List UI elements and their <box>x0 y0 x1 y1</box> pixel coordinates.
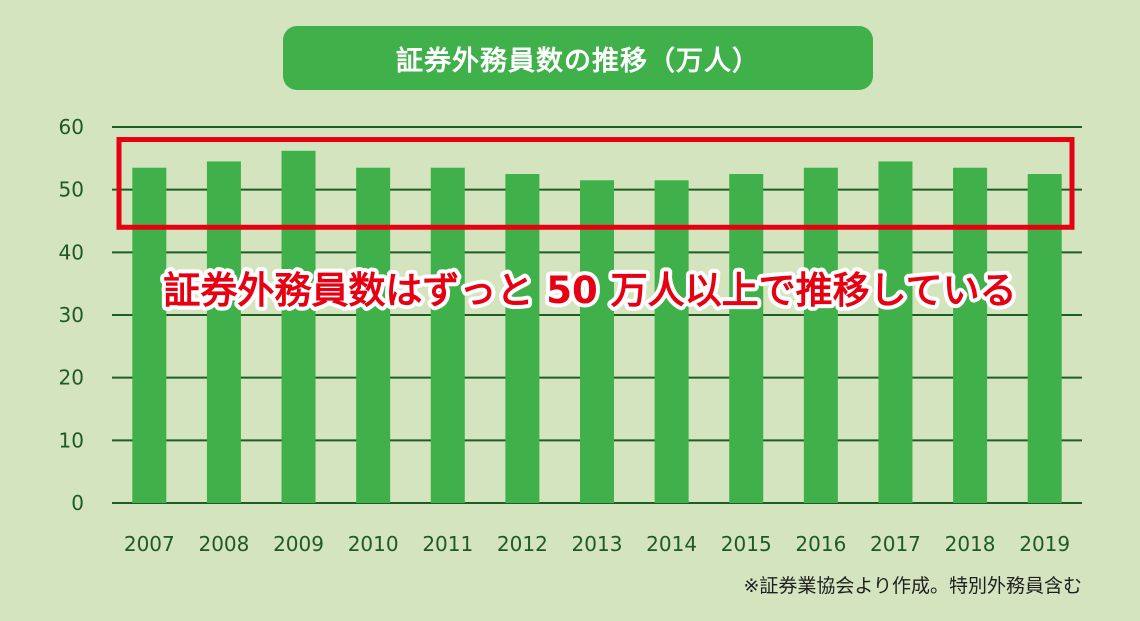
bar <box>580 180 614 503</box>
x-tick-label: 2018 <box>945 532 996 556</box>
bar <box>206 161 241 503</box>
y-tick-label: 10 <box>59 428 84 452</box>
chart-title: 証券外務員数の推移（万人） <box>283 26 873 90</box>
y-tick-label: 60 <box>59 115 84 139</box>
y-tick-label: 50 <box>59 178 84 202</box>
x-tick-label: 2007 <box>124 532 175 556</box>
bar <box>281 150 316 503</box>
x-axis-ticks: 2007 2008 2009 2010 2011 2012 2013 2014 2015 2016… <box>124 532 1070 556</box>
x-tick-label: 2015 <box>721 532 772 556</box>
y-tick-label: 20 <box>59 366 84 390</box>
annotation-layer: 証券外務員数はずっと 50 万人以上で推移している <box>116 137 1075 316</box>
annotation-text: 証券外務員数はずっと 50 万人以上で推移している <box>163 269 1016 312</box>
x-tick-label: 2019 <box>1019 532 1070 556</box>
bar <box>729 174 764 503</box>
x-tick-label: 2010 <box>348 532 399 556</box>
y-tick-label: 0 <box>71 491 84 515</box>
highlight-box <box>116 137 1075 230</box>
source-note: ※証券業協会より作成。特別外務員含む <box>743 575 1082 597</box>
bar <box>356 167 391 503</box>
x-tick-label: 2013 <box>572 532 623 556</box>
x-tick-label: 2014 <box>646 532 697 556</box>
x-tick-label: 2008 <box>198 532 249 556</box>
bars <box>132 150 1062 503</box>
bar <box>878 161 913 503</box>
bar <box>654 180 689 503</box>
bar <box>1027 174 1062 503</box>
y-tick-label: 40 <box>59 240 84 264</box>
x-tick-label: 2017 <box>870 532 921 556</box>
y-tick-label: 30 <box>59 303 84 327</box>
x-tick-label: 2011 <box>422 532 473 556</box>
x-tick-label: 2009 <box>273 532 324 556</box>
bar <box>803 167 838 503</box>
bar <box>430 167 465 503</box>
x-tick-label: 2012 <box>497 532 548 556</box>
x-tick-label: 2016 <box>795 532 846 556</box>
bar <box>953 167 988 503</box>
bar <box>505 174 540 503</box>
y-axis-ticks: 0 10 20 30 40 50 60 <box>59 115 84 515</box>
bar <box>132 167 167 503</box>
